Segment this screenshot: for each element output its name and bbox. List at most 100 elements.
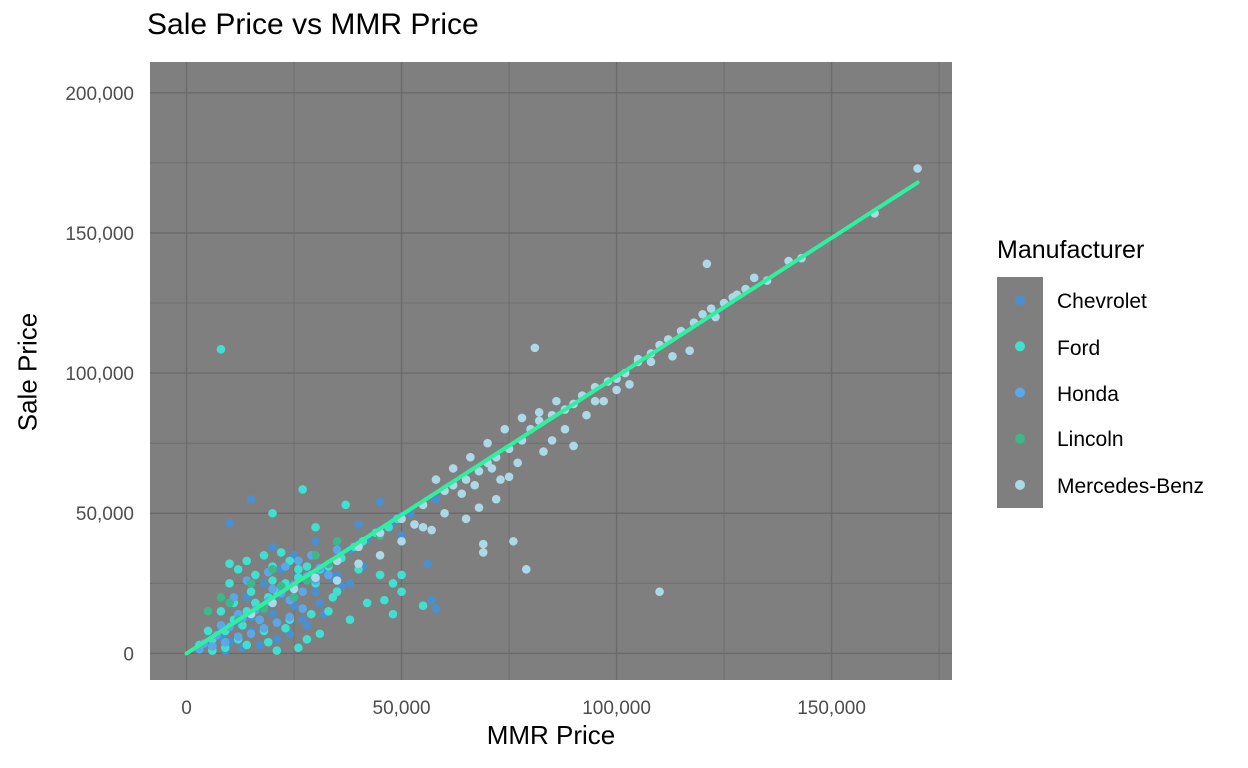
point-mercedes-benz [552, 396, 561, 406]
point-ford [233, 564, 243, 574]
point-mercedes-benz [590, 396, 600, 406]
point-honda [220, 637, 230, 647]
point-mercedes-benz [513, 458, 522, 468]
legend-label-chevrolet: Chevrolet [1057, 290, 1147, 313]
point-mercedes-benz [521, 564, 531, 574]
point-ford [242, 640, 252, 650]
point-mercedes-benz [427, 525, 436, 535]
point-ford [294, 643, 303, 653]
legend-keys [997, 277, 1043, 508]
point-ford [216, 607, 226, 616]
point-chevrolet [272, 635, 282, 644]
point-mercedes-benz [466, 452, 475, 462]
point-mercedes-benz [625, 380, 634, 389]
point-chevrolet [259, 579, 269, 588]
point-mercedes-benz [478, 539, 488, 549]
point-mercedes-benz [646, 357, 656, 367]
point-ford [375, 570, 385, 580]
point-lincoln [289, 593, 299, 602]
point-mercedes-benz [569, 441, 578, 451]
point-mercedes-benz [418, 522, 428, 532]
point-mercedes-benz [539, 447, 548, 456]
point-ford [203, 626, 213, 636]
point-lincoln [246, 579, 256, 588]
point-ford [242, 556, 252, 566]
legend-key-mercedes-benz [1015, 479, 1025, 490]
point-mercedes-benz [496, 475, 505, 484]
point-ford [294, 564, 303, 574]
point-honda [294, 556, 303, 566]
point-ford [302, 635, 312, 644]
y-tick-label: 150,000 [65, 224, 134, 245]
point-mercedes-benz [431, 475, 441, 484]
point-chevrolet [255, 640, 264, 650]
legend-key-chevrolet [1015, 295, 1025, 306]
point-chevrolet [431, 604, 441, 613]
legend-key-lincoln [1015, 433, 1025, 444]
point-ford [324, 607, 333, 616]
point-mercedes-benz [504, 472, 514, 482]
point-ford [276, 548, 286, 557]
point-mercedes-benz [517, 413, 527, 423]
x-tick-label: 150,000 [797, 698, 866, 719]
legend-label-honda: Honda [1057, 383, 1119, 406]
point-mercedes-benz [440, 508, 449, 518]
point-chevrolet [268, 609, 277, 619]
point-lincoln [276, 581, 286, 591]
point-mercedes-benz [483, 438, 492, 448]
point-mercedes-benz [749, 273, 759, 283]
point-chevrolet [311, 536, 320, 546]
point-ford [259, 550, 269, 560]
point-ford [328, 593, 338, 602]
point-ford [272, 646, 282, 655]
point-honda [259, 623, 269, 633]
legend-key-honda [1015, 387, 1025, 398]
point-ford [418, 601, 428, 611]
point-mercedes-benz [599, 396, 608, 406]
point-chevrolet [427, 595, 436, 605]
y-tick-label: 50,000 [76, 504, 134, 525]
point-mercedes-benz [448, 464, 458, 473]
point-chevrolet [354, 520, 363, 529]
point-honda [255, 615, 264, 625]
point-mercedes-benz [582, 410, 591, 420]
point-chevrolet [423, 559, 432, 568]
point-lincoln [332, 536, 342, 546]
point-mercedes-benz [534, 408, 544, 417]
y-tick-label: 100,000 [65, 364, 134, 385]
legend-title: Manufacturer [997, 236, 1145, 264]
legend-label-lincoln: Lincoln [1057, 428, 1124, 451]
point-honda [324, 570, 333, 580]
point-chevrolet [311, 587, 320, 597]
point-ford [225, 559, 234, 568]
point-ford [263, 637, 273, 647]
point-ford [397, 587, 406, 597]
point-ford [311, 522, 320, 532]
point-ford [281, 623, 290, 633]
point-mercedes-benz [491, 494, 501, 504]
point-mercedes-benz [612, 385, 621, 395]
trend-line [184, 180, 920, 656]
point-mercedes-benz [509, 536, 518, 546]
point-mercedes-benz [457, 489, 467, 498]
point-mercedes-benz [461, 475, 471, 484]
point-lincoln [225, 598, 234, 608]
point-lincoln [311, 550, 320, 560]
x-tick-label: 100,000 [582, 698, 651, 719]
point-honda [233, 632, 243, 641]
point-chevrolet [246, 494, 256, 504]
point-ford [268, 508, 277, 518]
point-mercedes-benz [547, 436, 557, 445]
point-honda [298, 604, 307, 613]
point-mercedes-benz [702, 259, 712, 269]
point-honda [246, 629, 256, 639]
point-honda [298, 587, 307, 597]
point-mercedes-benz [410, 520, 419, 529]
y-tick-label: 200,000 [65, 84, 134, 105]
point-mercedes-benz [470, 480, 479, 490]
point-mercedes-benz [668, 351, 677, 361]
point-mercedes-benz [706, 304, 716, 313]
point-chevrolet [298, 615, 307, 625]
plot-panel [150, 62, 952, 680]
